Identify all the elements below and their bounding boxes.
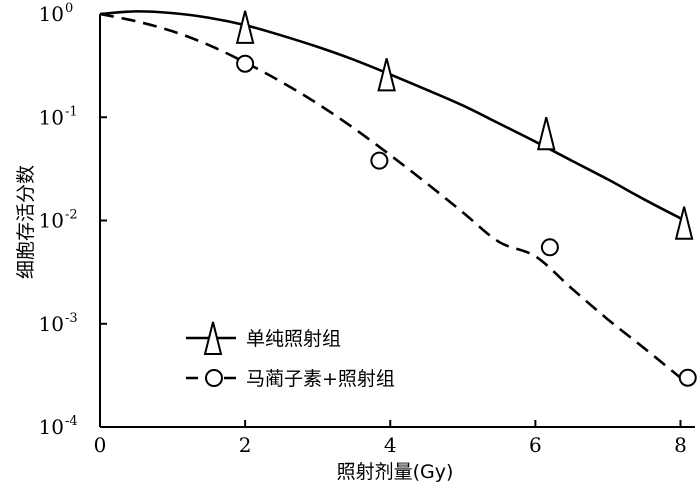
data-markers <box>235 10 697 387</box>
legend-item-0: 单纯照射组 <box>186 321 341 355</box>
x-tick-label: 8 <box>674 433 687 457</box>
x-tick-label: 0 <box>94 433 107 457</box>
x-tick-label: 4 <box>384 433 397 457</box>
triangle-marker <box>674 206 694 240</box>
y-axis-label: 细胞存活分数 <box>15 165 37 279</box>
legend-label-0: 单纯照射组 <box>246 328 341 350</box>
y-tick-label: 10 <box>39 209 64 233</box>
series-line-0 <box>99 10 682 220</box>
y-tick-exponent: -1 <box>65 104 78 119</box>
y-tick-label: 10 <box>39 312 64 336</box>
x-tick-label: 6 <box>529 433 542 457</box>
circle-marker <box>678 368 697 387</box>
y-tick-exponent: -4 <box>65 414 78 429</box>
triangle-marker <box>377 58 396 92</box>
x-axis-label: 照射剂量(Gy) <box>337 461 454 483</box>
legend: 单纯照射组 马蔺子素+照射组 <box>186 321 395 390</box>
x-tick-label: 2 <box>239 433 252 457</box>
legend-triangle-marker <box>203 321 223 355</box>
legend-label-1: 马蔺子素+照射组 <box>246 368 395 390</box>
fit-lines <box>99 10 682 379</box>
triangle-marker <box>235 10 255 44</box>
y-tick-exponent: 0 <box>65 1 73 16</box>
y-tick-exponent: -2 <box>65 208 78 223</box>
y-tick-label: 10 <box>39 105 64 129</box>
circle-marker <box>370 151 389 170</box>
legend-item-1: 马蔺子素+照射组 <box>186 368 395 390</box>
circle-marker <box>236 54 255 73</box>
triangle-marker <box>536 117 556 151</box>
y-tick-label: 10 <box>39 2 64 26</box>
legend-circle-marker <box>205 369 223 387</box>
circle-marker <box>540 238 559 257</box>
y-tick-label: 10 <box>39 415 64 439</box>
series-line-1 <box>99 12 682 379</box>
y-tick-exponent: -3 <box>65 311 78 326</box>
